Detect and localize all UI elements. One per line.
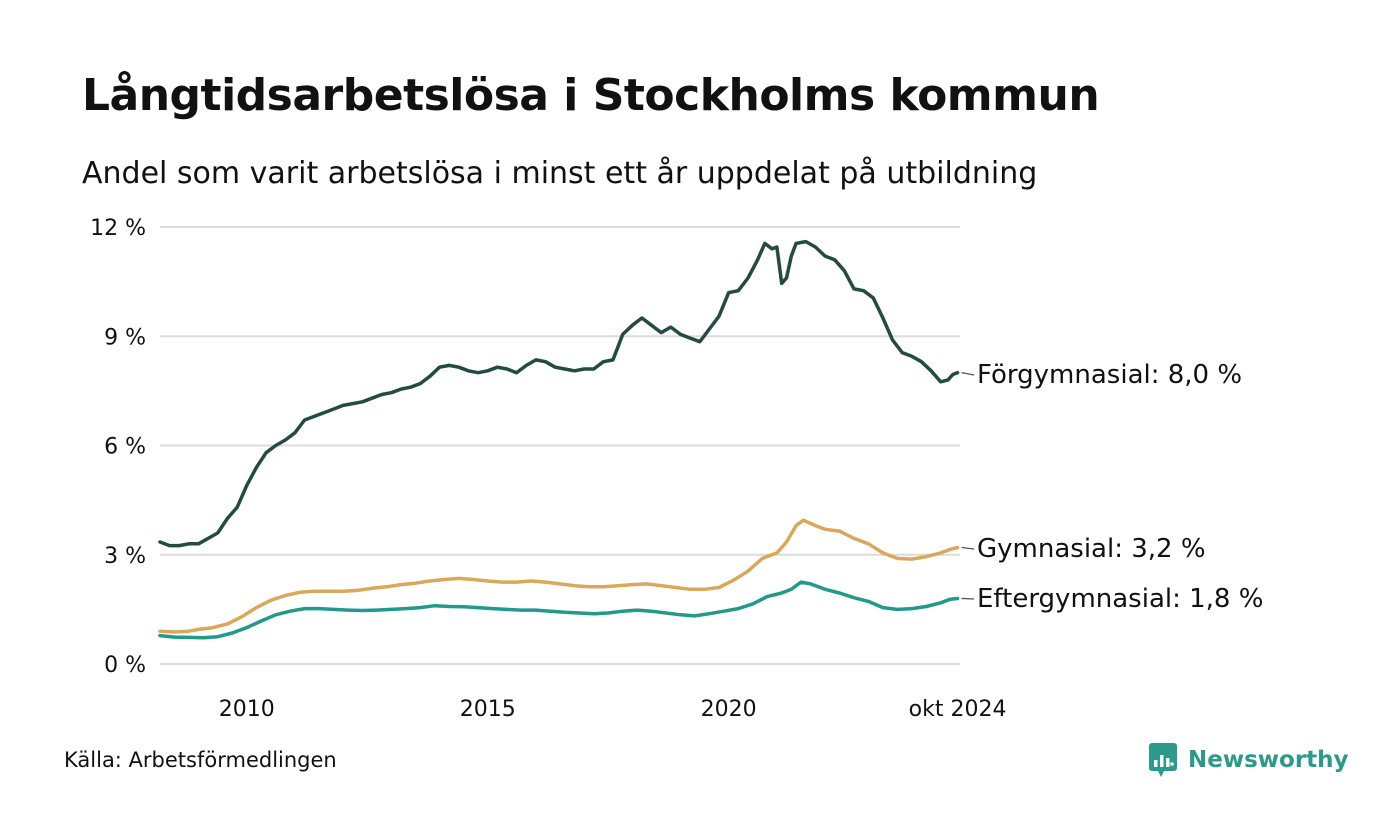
y-tick-label: 12 % [90, 216, 146, 241]
source-note: Källa: Arbetsförmedlingen [64, 748, 337, 772]
series-line-eftergymnasial [158, 580, 960, 640]
newsworthy-logo-icon [1149, 743, 1177, 777]
end-label-gymnasial: Gymnasial: 3,2 % [977, 534, 1206, 564]
x-tick-label: 2010 [219, 697, 275, 722]
x-tick-label: okt 2024 [909, 697, 1007, 722]
series-line-förgymnasial [158, 239, 960, 548]
y-tick-label: 3 % [104, 544, 146, 569]
gridlines [160, 226, 960, 665]
brand-name: Newsworthy [1188, 747, 1349, 773]
chart-title: Långtidsarbetslösa i Stockholms kommun [82, 70, 1100, 121]
series-end-labels: Förgymnasial: 8,0 % Gymnasial: 3,2 % Efter… [961, 360, 1263, 614]
brand-logo[interactable]: Newsworthy [1148, 742, 1349, 778]
end-label-leader [961, 546, 975, 550]
end-label-förgymnasial: Förgymnasial: 8,0 % [977, 360, 1242, 390]
end-label-eftergymnasial: Eftergymnasial: 1,8 % [977, 584, 1263, 614]
x-axis-tick-labels: 2010 2015 2020 okt 2024 [219, 697, 1007, 722]
y-tick-label: 6 % [104, 435, 146, 460]
series-line-gymnasial [158, 518, 960, 634]
y-tick-label: 0 % [104, 653, 146, 678]
y-tick-label: 9 % [104, 325, 146, 350]
x-tick-label: 2020 [701, 697, 757, 722]
end-label-leader [961, 597, 975, 600]
x-tick-label: 2015 [460, 697, 516, 722]
end-label-leader [961, 372, 975, 376]
y-axis-tick-labels: 0 % 3 % 6 % 9 % 12 % [90, 216, 146, 678]
chart-subtitle: Andel som varit arbetslösa i minst ett å… [82, 156, 1038, 191]
series-lines [158, 239, 960, 640]
